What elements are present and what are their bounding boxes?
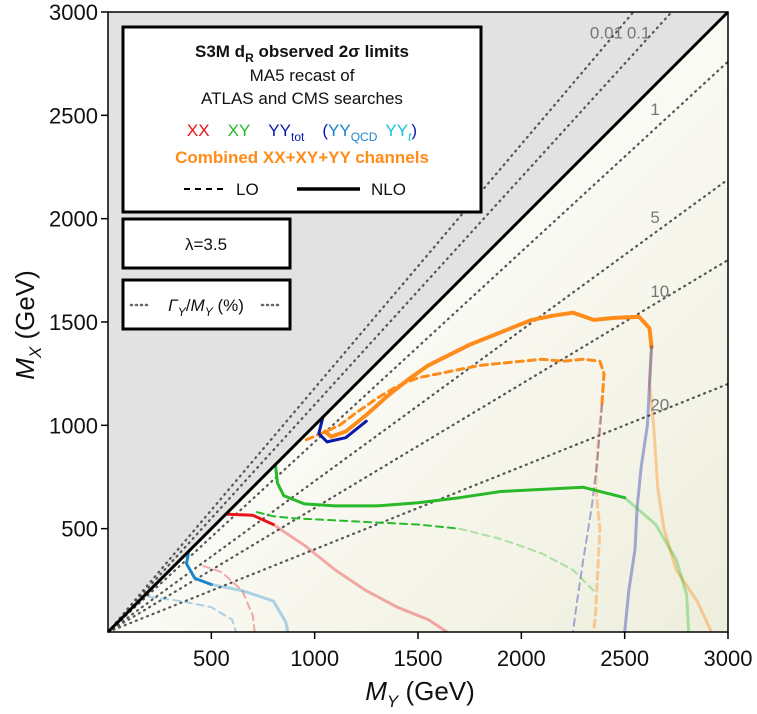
width-contour-label: 1 xyxy=(650,100,659,119)
legend: S3M dR observed 2σ limits MA5 recast of … xyxy=(121,25,483,214)
width-legend-label: ΓY/MY (%) xyxy=(168,296,244,319)
x-tick-label: 2000 xyxy=(497,646,546,671)
width-contour-label: 20 xyxy=(650,396,669,415)
series-curve-12 xyxy=(271,523,449,632)
legend-line3: ATLAS and CMS searches xyxy=(201,89,403,108)
legend-line2: MA5 recast of xyxy=(250,66,355,85)
series-curve-5 xyxy=(623,345,653,632)
legend-nlo-label: NLO xyxy=(371,180,406,199)
y-tick-label: 500 xyxy=(61,517,98,542)
width-contour-line xyxy=(108,60,728,632)
x-tick-label: 3000 xyxy=(704,646,753,671)
y-tick-label: 2500 xyxy=(49,103,98,128)
series-curve-8 xyxy=(623,496,691,632)
series-curve-16 xyxy=(148,595,238,632)
y-tick-label: 3000 xyxy=(49,0,98,25)
width-contour-line xyxy=(108,178,728,632)
y-tick-label: 1000 xyxy=(49,413,98,438)
width-contour-line xyxy=(108,12,635,632)
y-axis-label: MX (GeV) xyxy=(10,270,45,380)
width-contour-line xyxy=(108,12,674,632)
series-curve-11 xyxy=(226,512,275,526)
series-curve-0 xyxy=(323,310,654,439)
y-tick-label: 1500 xyxy=(49,310,98,335)
legend-channels: XX XY YYtot (YYQCD YYt) xyxy=(187,121,417,144)
series-curve-4 xyxy=(317,415,368,444)
x-tick-label: 1000 xyxy=(290,646,339,671)
series-curve-14 xyxy=(185,549,213,586)
width-contour-line xyxy=(108,258,728,632)
width-legend: ΓY/MY (%) xyxy=(121,278,292,331)
legend-title: S3M dR observed 2σ limits xyxy=(195,42,409,65)
series-curve-9 xyxy=(255,511,461,530)
width-contour-label: 5 xyxy=(650,208,659,227)
y-tick-label: 2000 xyxy=(49,207,98,232)
series-curve-2 xyxy=(304,357,606,442)
lambda-label: λ=3.5 xyxy=(185,235,227,254)
series-curve-15 xyxy=(209,583,290,632)
series-curve-10 xyxy=(458,527,595,592)
legend-combined: Combined XX+XY+YY channels xyxy=(175,148,429,167)
diagonal-line xyxy=(106,10,730,634)
legend-box xyxy=(121,25,483,214)
x-tick-label: 2500 xyxy=(600,646,649,671)
series-curve-7 xyxy=(273,463,627,508)
y-axis: 500 1000 1500 2000 2500 3000 xyxy=(49,0,108,542)
series-curve-13 xyxy=(202,564,256,632)
series-curve-3 xyxy=(592,403,604,632)
x-axis-label: MY (GeV) xyxy=(365,676,475,711)
x-axis: 500 1000 1500 2000 2500 3000 xyxy=(193,632,753,671)
width-contour-label: 10 xyxy=(650,282,669,301)
series-curve-1 xyxy=(648,345,713,632)
x-tick-label: 500 xyxy=(193,646,230,671)
lambda-box: λ=3.5 xyxy=(121,217,292,270)
width-contour-label: 0.01 xyxy=(590,24,623,43)
x-tick-label: 1500 xyxy=(394,646,443,671)
series-curve-6 xyxy=(572,403,603,632)
legend-lo-label: LO xyxy=(236,180,259,199)
width-contour-label: 0.1 xyxy=(627,24,651,43)
